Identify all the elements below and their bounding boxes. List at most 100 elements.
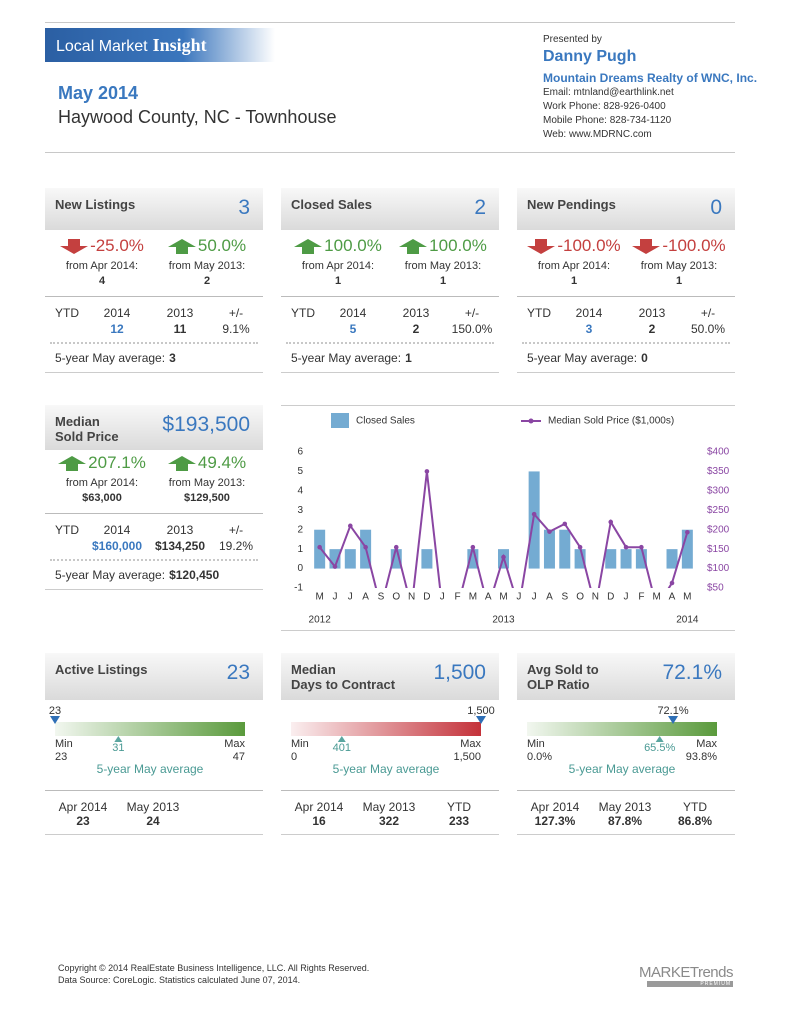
- gauge-max-label: Max: [696, 737, 717, 750]
- ytd-header: YTD: [55, 306, 79, 320]
- x-group-label: 2014: [676, 615, 699, 626]
- average: 5-year May average: 1: [291, 352, 412, 364]
- arrow-shape: [167, 455, 196, 471]
- gauge-min-value: 0: [291, 750, 298, 763]
- card-title: New Listings: [55, 196, 136, 212]
- card-header: [517, 653, 735, 700]
- card-title: Median: [55, 413, 100, 429]
- card-header: [281, 653, 499, 700]
- separator: [281, 790, 499, 791]
- change-from: from May 2013:: [640, 259, 718, 272]
- separator: [45, 513, 263, 514]
- line-point: [424, 469, 430, 474]
- average: 5-year May average: 0: [527, 352, 648, 364]
- x-tick-label: O: [576, 592, 584, 603]
- card-box: [45, 188, 263, 373]
- copyright: Copyright © 2014 RealEstate Business Int…: [58, 962, 370, 973]
- arrow-shape: [632, 238, 661, 254]
- gauge-current-label: 23: [49, 705, 61, 717]
- card-header: [45, 188, 263, 230]
- company: Mountain Dreams Realty of WNC, Inc.: [543, 71, 758, 85]
- gauge-min-value: 0.0%: [527, 750, 553, 763]
- x-tick-label: M: [683, 592, 691, 603]
- banner-text: Local Market Insight: [56, 35, 207, 57]
- stat-value: 24: [146, 814, 160, 828]
- agent-name: Danny Pugh: [543, 48, 637, 65]
- arrow-shape: [58, 455, 87, 471]
- rule: [45, 152, 735, 153]
- x-tick-label: O: [392, 592, 400, 603]
- ytd-header: YTD: [291, 306, 315, 320]
- ytd-header: 2014: [339, 306, 367, 320]
- line-point: [593, 605, 598, 610]
- card-title: Days to Contract: [291, 676, 396, 692]
- line-point: [685, 529, 690, 535]
- ytd-header: 2013: [166, 523, 194, 537]
- change-from-value: 4: [98, 274, 106, 287]
- gauge-min-value: 23: [55, 750, 68, 763]
- average-label: 5-year May average:: [55, 351, 166, 365]
- line-point: [379, 605, 384, 610]
- chart-rule: [281, 630, 735, 631]
- y-tick-label: -1: [294, 583, 303, 594]
- ytd-header: 2014: [103, 306, 131, 320]
- y2-tick-label: $200: [707, 524, 730, 535]
- y-tick-label: 4: [297, 485, 303, 496]
- arrow-shape: [294, 238, 323, 254]
- gauge-bar: [55, 722, 245, 736]
- line-point: [470, 544, 476, 550]
- bar: [390, 549, 402, 569]
- bar: [681, 529, 693, 569]
- stat-value: 233: [448, 814, 470, 828]
- gauge-average-label: 65.5%: [644, 742, 675, 754]
- change-from-value: 1: [675, 274, 683, 287]
- change: 207.1%: [22, 454, 182, 472]
- separator: [517, 296, 735, 297]
- gauge-marker: [476, 716, 486, 724]
- change-from: from May 2013:: [404, 259, 482, 272]
- bar: [344, 549, 356, 569]
- average-value: 3: [169, 351, 176, 365]
- change-from-value: 1: [334, 274, 342, 287]
- x-tick-label: J: [624, 592, 629, 603]
- y2-tick-label: $350: [707, 466, 730, 477]
- contact: Mobile Phone: 828-734-1120: [543, 115, 672, 126]
- change-pct: 49.4%: [197, 453, 247, 472]
- y-tick-label: 0: [297, 563, 303, 574]
- change-from-value: $129,500: [184, 491, 230, 504]
- line-point: [654, 605, 659, 610]
- line-point: [562, 521, 568, 527]
- ytd-value: 19.2%: [218, 539, 254, 553]
- ytd-value: 150.0%: [451, 322, 493, 336]
- average: 5-year May average: $120,450: [55, 569, 219, 581]
- gauge-min-label: Min: [55, 737, 73, 750]
- legend-swatch: [331, 413, 349, 428]
- chart-rule: [281, 405, 735, 406]
- x-tick-label: M: [499, 592, 507, 603]
- ytd-header: YTD: [527, 306, 551, 320]
- average-value: $120,450: [169, 568, 220, 582]
- line-point: [669, 580, 675, 586]
- change-arrow: [167, 455, 196, 471]
- separator: [45, 790, 263, 791]
- banner-bold: Insight: [152, 35, 207, 55]
- card-header: [517, 188, 735, 230]
- change-arrow: [294, 238, 323, 254]
- bar: [467, 549, 479, 569]
- contact: Web: www.MDRNC.com: [543, 129, 652, 140]
- y2-tick-label: $150: [707, 544, 730, 555]
- stat-value: 23: [76, 814, 90, 828]
- y-tick-label: 1: [297, 544, 303, 555]
- change-arrow: [632, 238, 661, 254]
- gauge-max-value: 93.8%: [685, 750, 717, 763]
- stat-label: Apr 2014: [294, 800, 344, 814]
- gauge-average-marker: [655, 736, 664, 742]
- ytd-header: +/-: [464, 306, 480, 320]
- gauge-bar: [527, 722, 717, 736]
- change-arrow: [399, 238, 428, 254]
- x-tick-label: J: [532, 592, 537, 603]
- change-from-value: 2: [203, 274, 211, 287]
- change-from-value: 1: [439, 274, 447, 287]
- legend-label: Closed Sales: [356, 416, 415, 427]
